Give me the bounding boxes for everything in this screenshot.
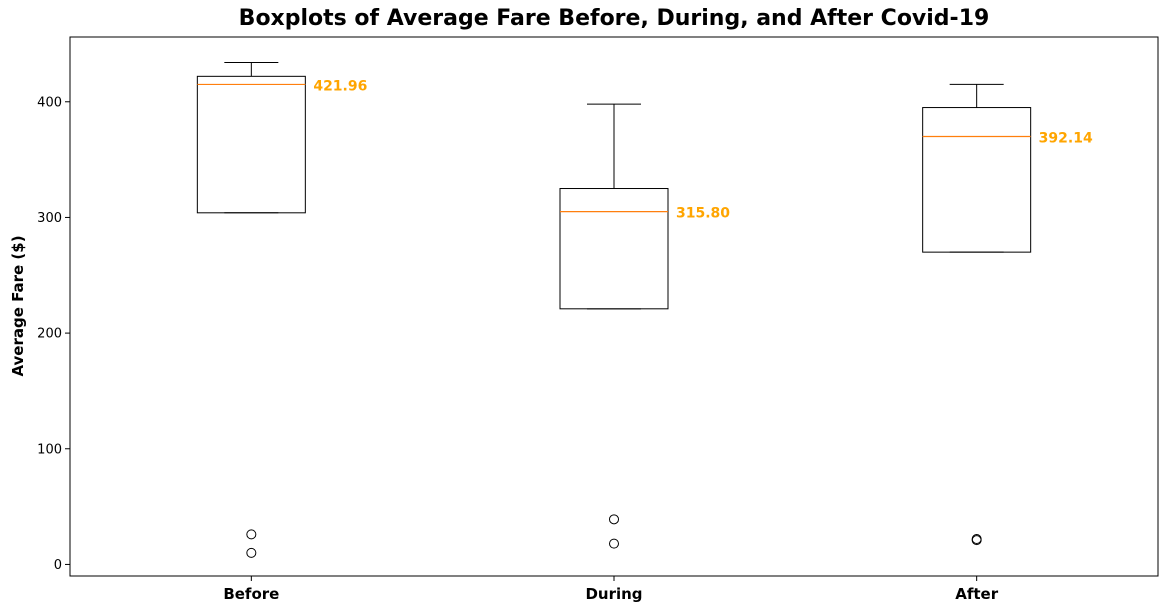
y-tick-label: 0 xyxy=(54,558,62,573)
y-tick-label: 400 xyxy=(37,95,62,110)
outlier-point xyxy=(609,514,619,525)
x-tick-label: After xyxy=(955,585,998,603)
box-during: 315.80 xyxy=(559,103,730,549)
y-tick-label: 200 xyxy=(37,327,62,342)
x-tick-label: Before xyxy=(223,585,279,603)
iqr-box xyxy=(922,107,1032,253)
y-axis: 0 100 200 300 400 xyxy=(37,95,70,573)
x-axis: Before During After xyxy=(223,576,999,603)
outlier-point xyxy=(609,538,619,549)
chart-title: Boxplots of Average Fare Before, During,… xyxy=(238,6,990,31)
median-annotation: 315.80 xyxy=(676,206,730,222)
box-before: 421.96 xyxy=(196,61,367,558)
box-after: 392.14 xyxy=(922,83,1093,546)
outlier-point xyxy=(971,535,982,546)
outlier-point xyxy=(246,529,257,540)
y-tick-label: 300 xyxy=(37,211,62,226)
iqr-box xyxy=(559,188,669,310)
iqr-box xyxy=(196,75,306,214)
outlier-point xyxy=(246,547,257,558)
x-tick-label: During xyxy=(585,585,642,603)
box-group: 421.96 315.80 392.14 xyxy=(196,61,1093,558)
median-annotation: 392.14 xyxy=(1039,130,1093,146)
median-annotation: 421.96 xyxy=(313,78,367,94)
y-tick-label: 100 xyxy=(37,442,62,457)
